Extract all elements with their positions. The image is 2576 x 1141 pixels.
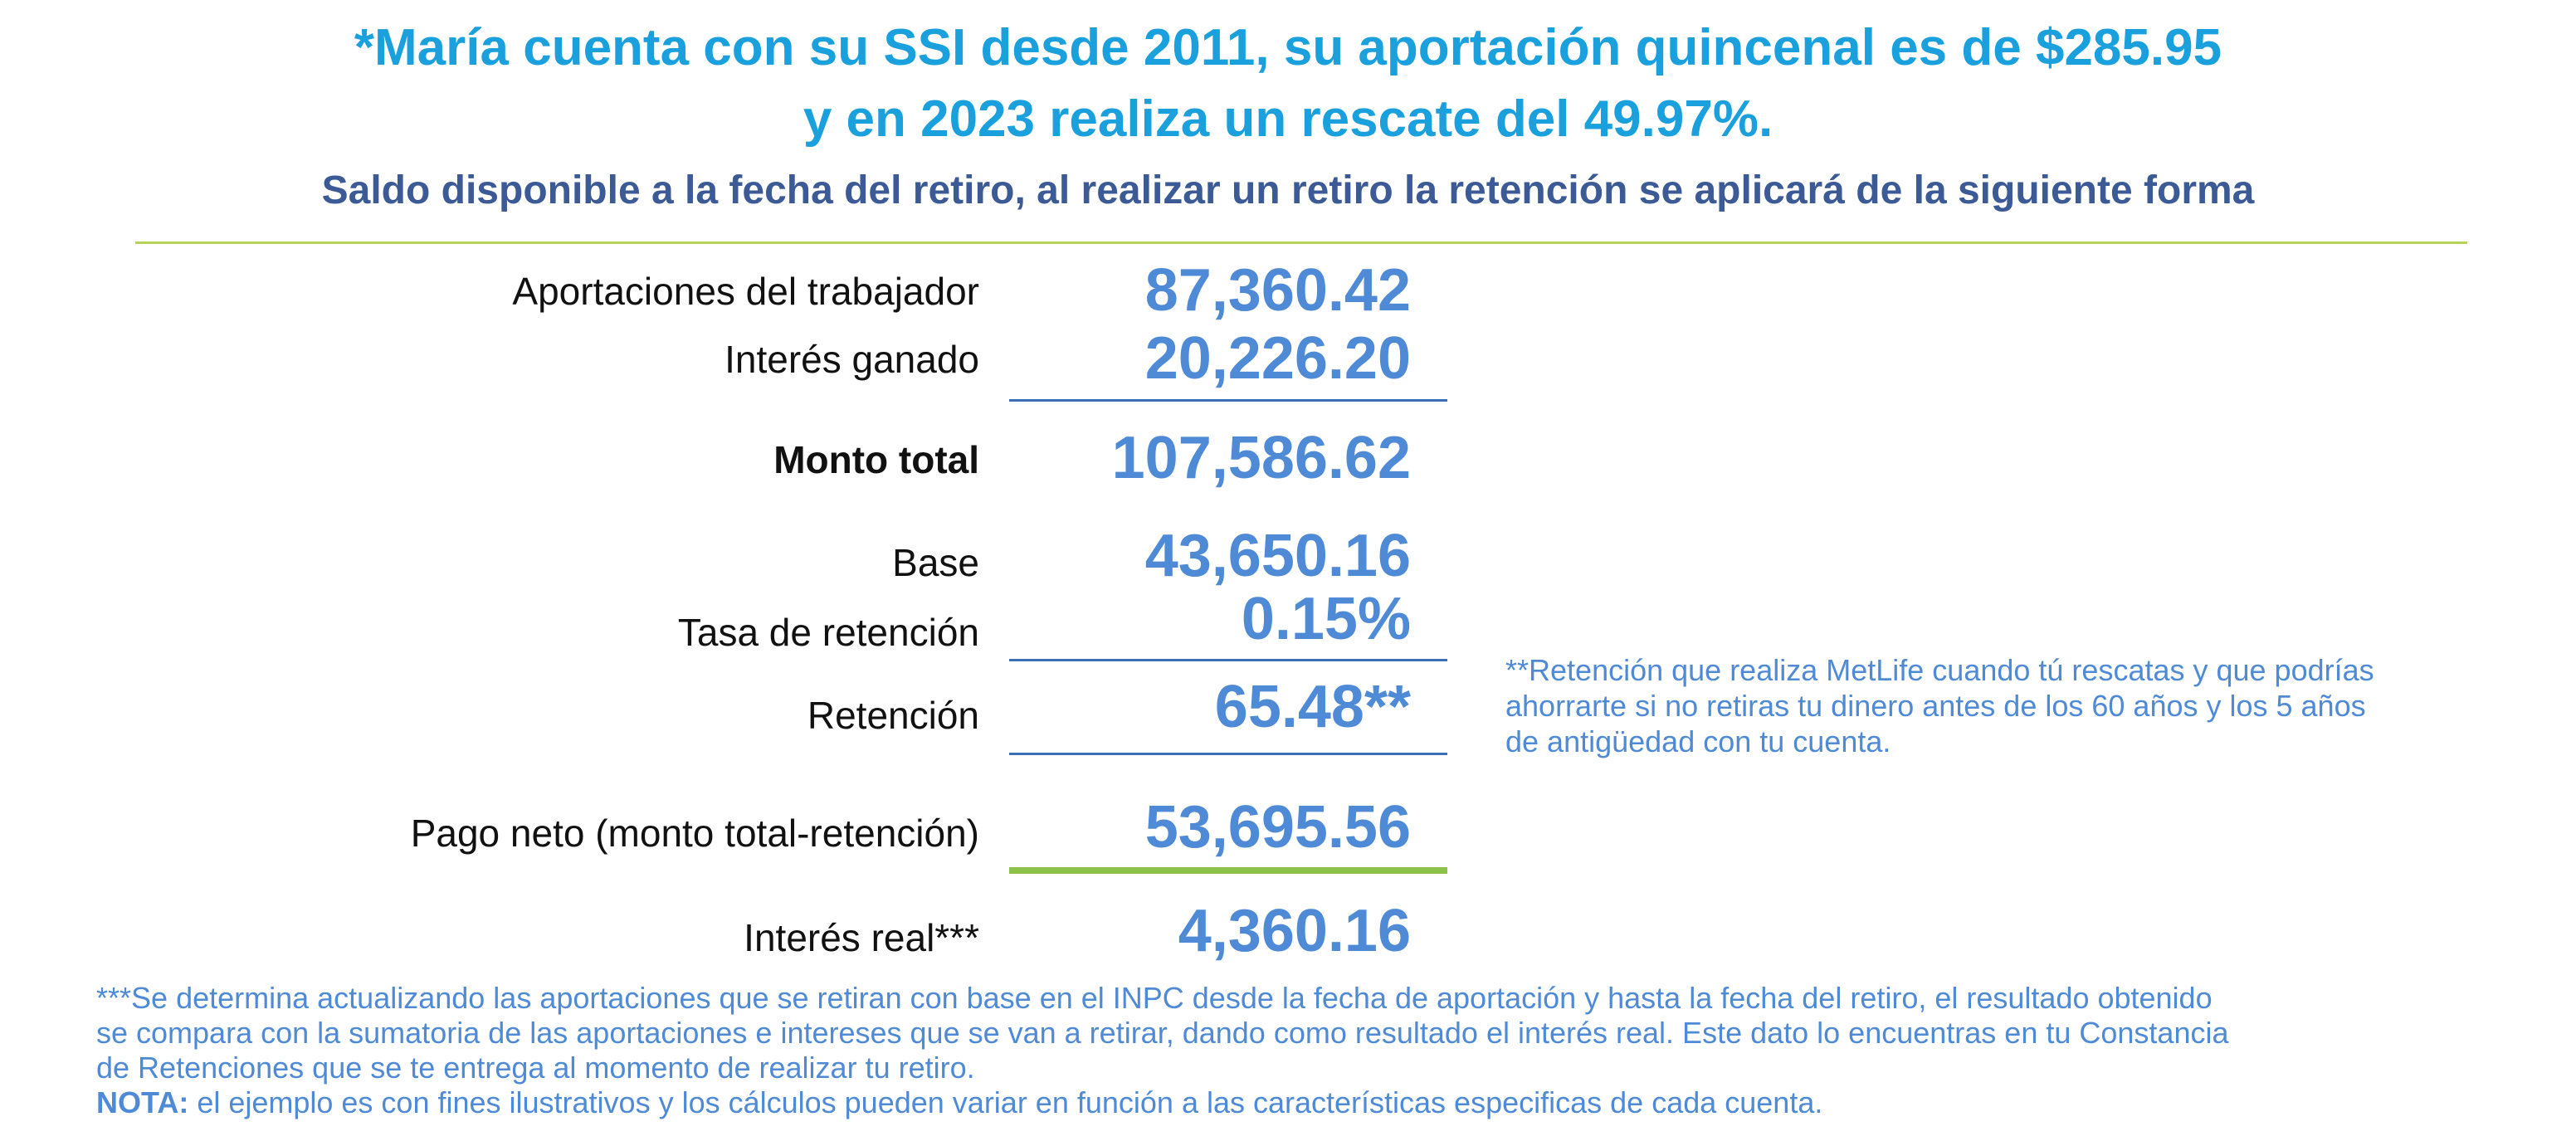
footnote-line-3: de Retenciones que se te entrega al mome… — [96, 1051, 975, 1085]
label-tasa-retencion: Tasa de retención — [677, 611, 979, 654]
value-aportaciones: 87,360.42 — [1144, 257, 1411, 324]
footnote-line-2: se compara con la sumatoria de las aport… — [96, 1016, 2229, 1050]
label-interes-ganado: Interés ganado — [724, 338, 979, 381]
divider-subtotal — [1009, 399, 1447, 402]
footnote-line-1: ***Se determina actualizando las aportac… — [96, 981, 2213, 1015]
top-divider — [135, 241, 2467, 244]
value-retencion: 65.48** — [1214, 674, 1411, 740]
value-tasa-retencion: 0.15% — [1241, 586, 1411, 652]
value-pago-neto: 53,695.56 — [1144, 794, 1411, 861]
label-retencion: Retención — [807, 694, 979, 737]
nota-text: el ejemplo es con fines ilustrativos y l… — [188, 1085, 1823, 1119]
label-interes-real: Interés real*** — [744, 916, 979, 959]
subtitle: Saldo disponible a la fecha del retiro, … — [321, 168, 2255, 212]
value-interes-real: 4,360.16 — [1178, 898, 1411, 964]
label-base: Base — [892, 541, 979, 584]
headline-line-2: y en 2023 realiza un rescate del 49.97%. — [803, 90, 1773, 148]
nota-line: NOTA: el ejemplo es con fines ilustrativ… — [96, 1085, 2520, 1120]
side-note-line-2: ahorrarte si no retiras tu dinero antes … — [1505, 689, 2366, 723]
label-pago-neto: Pago neto (monto total-retención) — [410, 812, 979, 855]
label-monto-total: Monto total — [773, 438, 979, 481]
value-monto-total: 107,586.62 — [1111, 425, 1411, 491]
divider-retencion-bottom — [1009, 753, 1447, 755]
value-base: 43,650.16 — [1144, 523, 1411, 589]
label-aportaciones: Aportaciones del trabajador — [512, 270, 979, 313]
value-interes-ganado: 20,226.20 — [1144, 325, 1411, 392]
side-note-line-1: **Retención que realiza MetLife cuando t… — [1505, 653, 2374, 687]
nota-label: NOTA: — [96, 1085, 189, 1119]
divider-pago-neto — [1009, 867, 1447, 874]
divider-retencion-top — [1009, 659, 1447, 661]
headline-line-1: *María cuenta con su SSI desde 2011, su … — [354, 19, 2222, 76]
side-note-line-3: de antigüedad con tu cuenta. — [1505, 724, 1891, 758]
